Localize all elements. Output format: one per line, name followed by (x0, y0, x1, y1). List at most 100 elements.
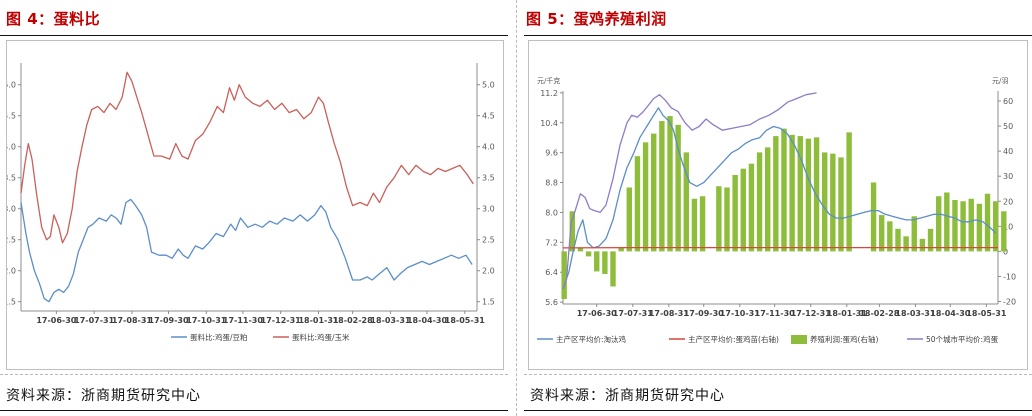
profit-bar (602, 251, 608, 274)
profit-bar (927, 228, 934, 252)
profit-bar (821, 152, 828, 252)
y-left-tick-label: 8.0 (545, 208, 558, 217)
y-left-tick-label: 9.6 (545, 149, 558, 158)
legend-label: 50个城市平均价:鸡蛋 (926, 334, 999, 344)
profit-bar (919, 238, 926, 252)
x-tick-label: 18-02-28 (333, 316, 373, 325)
x-tick-label: 17-06-30 (36, 316, 76, 325)
figure-4-divider (0, 374, 508, 375)
profit-bar (691, 198, 698, 252)
x-tick-label: 17-09-30 (684, 309, 724, 318)
figure-4-source: 资料来源：浙商期货研究中心 (6, 388, 201, 404)
profit-bar (716, 186, 722, 252)
profit-bar (878, 215, 885, 252)
profit-bar (651, 133, 657, 252)
profit-bar (683, 152, 689, 252)
y-right-tick-label: 1.5 (482, 298, 495, 307)
y-right-tick-label: 5.0 (482, 81, 495, 90)
figure-5-source: 资料来源：浙商期货研究中心 (530, 388, 725, 404)
x-tick-label: 17-11-30 (755, 309, 795, 318)
profit-bar (887, 221, 893, 252)
profit-bar (846, 132, 852, 252)
y-left-tick-label: 5.6 (545, 298, 558, 307)
figure-4-chart-frame: 1.5 2.0 2.5 3.0 3.5 4.0 4.5 5.0 1.5 2.0 2.5 3.0 3.5 4… (3, 40, 504, 370)
y-right-tick-label: 2.5 (482, 236, 495, 245)
profit-bar (960, 201, 966, 252)
x-tick-label: 18-04-30 (407, 316, 447, 325)
profit-bar (944, 192, 950, 252)
profit-bar (740, 168, 746, 252)
y-left-tick-label: 11.2 (540, 89, 558, 98)
y-right-tick-label: 20 (1003, 197, 1013, 206)
y-right-tick-label: 4.5 (482, 112, 495, 121)
figure-4-title: 图 4：蛋料比 (6, 10, 101, 28)
series-line-0 (562, 107, 997, 290)
profit-bar (642, 142, 649, 252)
y-right-unit-label: 元/羽 (992, 77, 1008, 85)
y-right-tick-label: 3.5 (482, 174, 495, 183)
profit-bar (610, 251, 616, 287)
profit-bar (724, 187, 730, 252)
figure-5-chart-frame: 5.6 6.4 7.2 8.0 8.8 9.6 10.4 11.2 -20 -10 0 10 20 30 4… (528, 40, 1028, 370)
profit-bar (667, 116, 673, 252)
profit-bar (838, 157, 844, 252)
y-left-tick-label: 6.4 (545, 268, 558, 277)
legend-label: 蛋料比:鸡蛋/豆粕 (190, 332, 248, 342)
y-right-tick-label: 40 (1003, 147, 1013, 156)
profit-bar (805, 138, 812, 252)
figure-4-chart: 1.5 2.0 2.5 3.0 3.5 4.0 4.5 5.0 1.5 2.0 2.5 3.0 3.5 4… (3, 63, 495, 342)
series-line-3 (562, 92, 817, 290)
x-tick-label: 17-12-31 (261, 316, 301, 325)
x-tick-label: 18-02-28 (859, 309, 899, 318)
profit-bar (699, 196, 706, 252)
profit-bar (756, 152, 763, 252)
profit-bar (830, 153, 836, 252)
figure-5-chart: 5.6 6.4 7.2 8.0 8.8 9.6 10.4 11.2 -20 -10 0 10 20 30 4… (537, 76, 1016, 344)
x-tick-label: 18-03-31 (895, 309, 935, 318)
profit-bar (577, 247, 584, 252)
x-tick-label: 17-10-31 (720, 309, 760, 318)
figure-4-panel: 图 4：蛋料比 1.5 2.0 2.5 3.0 3.5 4.0 4.5 5.0 1.5 2.0 2.… (0, 10, 508, 411)
profit-bar (813, 137, 820, 252)
profit-bar (659, 121, 665, 252)
figure-5-panel: 图 5：蛋鸡养殖利润 5.6 6.4 7.2 8.0 8.8 9.6 10.4 11.2 -20… (516, 0, 1032, 416)
y-right-tick-label: -10 (1003, 272, 1016, 281)
profit-bar (585, 251, 592, 257)
profit-bar (789, 134, 795, 252)
x-tick-label: 17-07-31 (74, 316, 114, 325)
x-tick-label: 18-01-31 (298, 316, 338, 325)
figure-5-divider (524, 374, 1032, 375)
x-tick-label: 17-11-30 (223, 316, 263, 325)
profit-bar (675, 124, 681, 252)
profit-bar (911, 216, 917, 252)
y-left-unit-label: 元/千克 (537, 76, 560, 85)
legend-label: 养殖利润:蛋鸡(右轴) (810, 334, 878, 344)
profit-bar (952, 200, 958, 252)
profit-bar (976, 203, 983, 252)
y-right-tick-label: 30 (1003, 172, 1013, 181)
figure-5-title: 图 5：蛋鸡养殖利润 (526, 10, 667, 28)
x-tick-label: 17-08-31 (649, 309, 689, 318)
y-left-tick-label: 4.0 (7, 143, 16, 152)
profit-bar (732, 174, 738, 252)
y-left-tick-label: 3.5 (7, 174, 16, 183)
x-tick-label: 17-08-31 (112, 316, 152, 325)
profit-bar (1001, 211, 1007, 252)
y-left-tick-label: 1.5 (7, 298, 16, 307)
profit-bar (569, 211, 576, 252)
profit-bar (935, 196, 942, 252)
profit-bar (765, 147, 771, 252)
y-left-tick-label: 10.4 (540, 119, 558, 128)
series-line-0 (20, 198, 473, 303)
y-right-tick-label: 50 (1003, 122, 1013, 131)
y-right-tick-label: 60 (1003, 97, 1013, 106)
y-right-tick-label: 10 (1003, 222, 1013, 231)
figure-4-bottom-rule (0, 410, 508, 411)
profit-bar (781, 128, 787, 252)
profit-bar (984, 193, 991, 252)
profit-bar (992, 201, 999, 252)
x-tick-label: 17-10-31 (186, 316, 226, 325)
x-tick-label: 17-09-30 (149, 316, 189, 325)
panel-divider (516, 0, 517, 416)
profit-bar (895, 228, 901, 252)
